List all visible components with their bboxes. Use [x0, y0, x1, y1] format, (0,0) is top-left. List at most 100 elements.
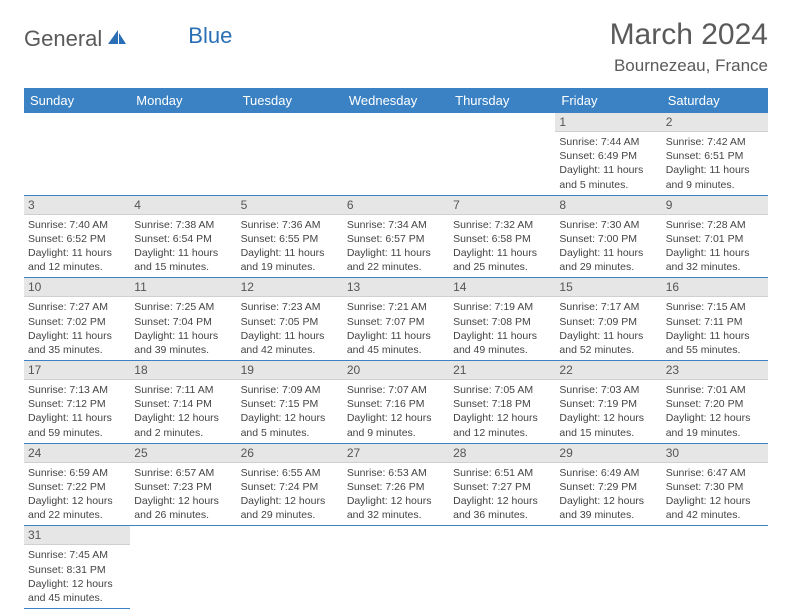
day-number: 1	[555, 113, 661, 132]
calendar-cell	[24, 113, 130, 195]
calendar-cell	[130, 526, 236, 609]
daylight-text: Daylight: 11 hours and 22 minutes.	[347, 246, 445, 274]
daylight-text: Daylight: 12 hours and 19 minutes.	[666, 411, 764, 439]
calendar-cell: 17Sunrise: 7:13 AMSunset: 7:12 PMDayligh…	[24, 361, 130, 444]
calendar-cell: 8Sunrise: 7:30 AMSunset: 7:00 PMDaylight…	[555, 195, 661, 278]
sunset-text: Sunset: 7:27 PM	[453, 480, 551, 494]
day-number: 8	[555, 196, 661, 215]
sunset-text: Sunset: 7:05 PM	[241, 315, 339, 329]
calendar-cell: 21Sunrise: 7:05 AMSunset: 7:18 PMDayligh…	[449, 361, 555, 444]
day-details: Sunrise: 7:40 AMSunset: 6:52 PMDaylight:…	[24, 215, 130, 278]
daylight-text: Daylight: 12 hours and 5 minutes.	[241, 411, 339, 439]
sunrise-text: Sunrise: 6:55 AM	[241, 466, 339, 480]
calendar-cell: 1Sunrise: 7:44 AMSunset: 6:49 PMDaylight…	[555, 113, 661, 195]
daylight-text: Daylight: 11 hours and 39 minutes.	[134, 329, 232, 357]
calendar-cell: 20Sunrise: 7:07 AMSunset: 7:16 PMDayligh…	[343, 361, 449, 444]
calendar-cell	[343, 526, 449, 609]
calendar-cell	[555, 526, 661, 609]
daylight-text: Daylight: 11 hours and 45 minutes.	[347, 329, 445, 357]
day-details: Sunrise: 7:09 AMSunset: 7:15 PMDaylight:…	[237, 380, 343, 443]
daylight-text: Daylight: 11 hours and 42 minutes.	[241, 329, 339, 357]
calendar-cell: 23Sunrise: 7:01 AMSunset: 7:20 PMDayligh…	[662, 361, 768, 444]
sunset-text: Sunset: 7:08 PM	[453, 315, 551, 329]
daylight-text: Daylight: 12 hours and 22 minutes.	[28, 494, 126, 522]
sunrise-text: Sunrise: 6:51 AM	[453, 466, 551, 480]
calendar-cell: 14Sunrise: 7:19 AMSunset: 7:08 PMDayligh…	[449, 278, 555, 361]
day-details: Sunrise: 7:01 AMSunset: 7:20 PMDaylight:…	[662, 380, 768, 443]
calendar-cell: 13Sunrise: 7:21 AMSunset: 7:07 PMDayligh…	[343, 278, 449, 361]
daylight-text: Daylight: 12 hours and 2 minutes.	[134, 411, 232, 439]
calendar-cell: 27Sunrise: 6:53 AMSunset: 7:26 PMDayligh…	[343, 443, 449, 526]
day-number: 18	[130, 361, 236, 380]
location-text: Bournezeau, France	[610, 56, 768, 76]
sunrise-text: Sunrise: 7:17 AM	[559, 300, 657, 314]
daylight-text: Daylight: 12 hours and 9 minutes.	[347, 411, 445, 439]
sunset-text: Sunset: 7:12 PM	[28, 397, 126, 411]
daylight-text: Daylight: 11 hours and 29 minutes.	[559, 246, 657, 274]
sunrise-text: Sunrise: 7:27 AM	[28, 300, 126, 314]
calendar-cell: 12Sunrise: 7:23 AMSunset: 7:05 PMDayligh…	[237, 278, 343, 361]
day-number: 3	[24, 196, 130, 215]
calendar-cell: 30Sunrise: 6:47 AMSunset: 7:30 PMDayligh…	[662, 443, 768, 526]
weekday-header: Tuesday	[237, 88, 343, 113]
sunset-text: Sunset: 6:51 PM	[666, 149, 764, 163]
calendar-cell: 29Sunrise: 6:49 AMSunset: 7:29 PMDayligh…	[555, 443, 661, 526]
day-number: 22	[555, 361, 661, 380]
daylight-text: Daylight: 11 hours and 5 minutes.	[559, 163, 657, 191]
day-number: 10	[24, 278, 130, 297]
calendar-cell	[237, 526, 343, 609]
sunset-text: Sunset: 7:15 PM	[241, 397, 339, 411]
day-details: Sunrise: 7:44 AMSunset: 6:49 PMDaylight:…	[555, 132, 661, 195]
calendar-cell: 24Sunrise: 6:59 AMSunset: 7:22 PMDayligh…	[24, 443, 130, 526]
sunset-text: Sunset: 7:16 PM	[347, 397, 445, 411]
daylight-text: Daylight: 11 hours and 32 minutes.	[666, 246, 764, 274]
daylight-text: Daylight: 12 hours and 15 minutes.	[559, 411, 657, 439]
calendar-week-row: 24Sunrise: 6:59 AMSunset: 7:22 PMDayligh…	[24, 443, 768, 526]
weekday-header: Wednesday	[343, 88, 449, 113]
empty-day	[343, 113, 449, 131]
sunset-text: Sunset: 7:20 PM	[666, 397, 764, 411]
sunset-text: Sunset: 7:14 PM	[134, 397, 232, 411]
calendar-cell: 5Sunrise: 7:36 AMSunset: 6:55 PMDaylight…	[237, 195, 343, 278]
sunset-text: Sunset: 7:11 PM	[666, 315, 764, 329]
day-number: 23	[662, 361, 768, 380]
daylight-text: Daylight: 11 hours and 52 minutes.	[559, 329, 657, 357]
calendar-cell: 11Sunrise: 7:25 AMSunset: 7:04 PMDayligh…	[130, 278, 236, 361]
day-number: 2	[662, 113, 768, 132]
sunrise-text: Sunrise: 6:47 AM	[666, 466, 764, 480]
daylight-text: Daylight: 11 hours and 35 minutes.	[28, 329, 126, 357]
sunrise-text: Sunrise: 7:23 AM	[241, 300, 339, 314]
day-details: Sunrise: 6:53 AMSunset: 7:26 PMDaylight:…	[343, 463, 449, 526]
day-number: 19	[237, 361, 343, 380]
sunrise-text: Sunrise: 7:28 AM	[666, 218, 764, 232]
sunset-text: Sunset: 6:54 PM	[134, 232, 232, 246]
daylight-text: Daylight: 12 hours and 39 minutes.	[559, 494, 657, 522]
sunset-text: Sunset: 7:01 PM	[666, 232, 764, 246]
calendar-cell: 6Sunrise: 7:34 AMSunset: 6:57 PMDaylight…	[343, 195, 449, 278]
day-details: Sunrise: 7:23 AMSunset: 7:05 PMDaylight:…	[237, 297, 343, 360]
page-header: General Blue March 2024 Bournezeau, Fran…	[24, 18, 768, 76]
sunrise-text: Sunrise: 6:59 AM	[28, 466, 126, 480]
day-number: 9	[662, 196, 768, 215]
sunset-text: Sunset: 7:04 PM	[134, 315, 232, 329]
daylight-text: Daylight: 12 hours and 32 minutes.	[347, 494, 445, 522]
day-details: Sunrise: 7:21 AMSunset: 7:07 PMDaylight:…	[343, 297, 449, 360]
sunrise-text: Sunrise: 6:57 AM	[134, 466, 232, 480]
sunset-text: Sunset: 6:57 PM	[347, 232, 445, 246]
calendar-table: Sunday Monday Tuesday Wednesday Thursday…	[24, 88, 768, 609]
daylight-text: Daylight: 11 hours and 49 minutes.	[453, 329, 551, 357]
day-number: 7	[449, 196, 555, 215]
day-number: 30	[662, 444, 768, 463]
sunrise-text: Sunrise: 7:11 AM	[134, 383, 232, 397]
sunrise-text: Sunrise: 7:38 AM	[134, 218, 232, 232]
calendar-cell: 28Sunrise: 6:51 AMSunset: 7:27 PMDayligh…	[449, 443, 555, 526]
day-number: 12	[237, 278, 343, 297]
day-number: 31	[24, 526, 130, 545]
weekday-header: Sunday	[24, 88, 130, 113]
calendar-week-row: 10Sunrise: 7:27 AMSunset: 7:02 PMDayligh…	[24, 278, 768, 361]
day-number: 20	[343, 361, 449, 380]
sunset-text: Sunset: 7:26 PM	[347, 480, 445, 494]
empty-day	[449, 113, 555, 131]
day-details: Sunrise: 7:30 AMSunset: 7:00 PMDaylight:…	[555, 215, 661, 278]
day-number: 16	[662, 278, 768, 297]
